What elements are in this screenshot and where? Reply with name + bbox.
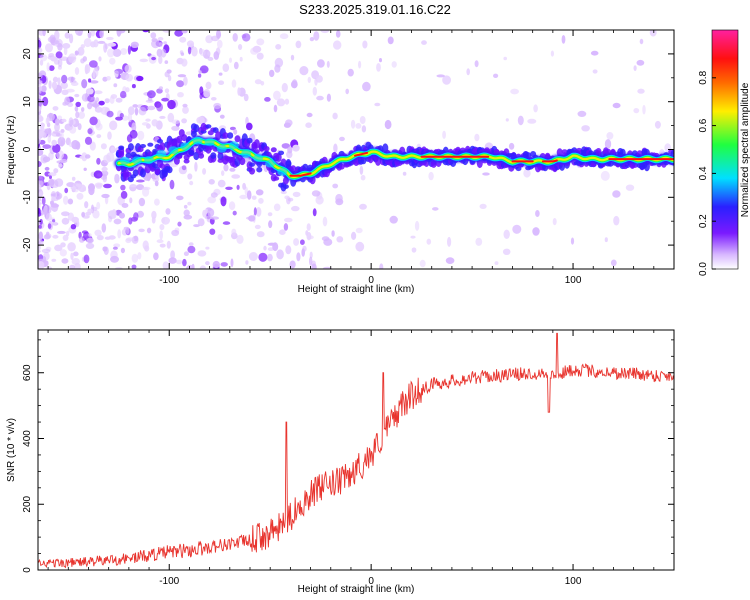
y-tick-label: -20 <box>22 237 33 252</box>
colorbar-tick-label: 0.2 <box>698 214 709 228</box>
spectral-noise-speckle <box>38 30 672 269</box>
spectrogram-heatmap <box>38 30 674 269</box>
y-tick-label: 10 <box>22 96 33 108</box>
ridge-peak-segments <box>289 151 674 177</box>
snr-series-line <box>38 332 674 569</box>
snr-ylabel: SNR (10 * v/v) <box>6 418 17 482</box>
x-tick-label: 100 <box>565 576 582 587</box>
x-tick-label: 0 <box>368 576 374 587</box>
y-tick-label: 0 <box>22 567 33 573</box>
colorbar-tick-label: 0.0 <box>698 262 709 276</box>
y-tick-label: 600 <box>22 364 33 381</box>
y-tick-label: 400 <box>22 430 33 447</box>
colorbar-gradient <box>711 29 739 270</box>
y-tick-label: 200 <box>22 495 33 512</box>
x-tick-label: 100 <box>565 275 582 286</box>
snr-plot-area <box>38 332 674 569</box>
snr-xlabel: Height of straight line (km) <box>298 584 415 595</box>
colorbar-tick-label: 0.8 <box>698 70 709 84</box>
spectrogram-ylabel: Frequency (Hz) <box>6 116 17 185</box>
y-tick-label: -10 <box>22 190 33 205</box>
chart-title: S233.2025.319.01.16.C22 <box>299 2 451 17</box>
spectrogram-xlabel: Height of straight line (km) <box>298 284 415 295</box>
y-tick-label: 0 <box>22 146 33 152</box>
snr-panel: -100 0 100 0 200 400 600 Height of straight li… <box>6 329 675 595</box>
colorbar-label: Normalized spectral amplitude <box>740 82 750 217</box>
x-tick-label: 0 <box>368 275 374 286</box>
ridge-blobs <box>119 136 288 176</box>
colorbar: 0.0 0.2 0.4 0.6 0.8 Normalized spectral ampl… <box>698 29 750 276</box>
colorbar-tick-label: 0.4 <box>698 166 709 180</box>
x-tick-label: -100 <box>159 275 179 286</box>
x-tick-label: -100 <box>159 576 179 587</box>
colorbar-tick-label: 0.6 <box>698 118 709 132</box>
y-tick-label: 20 <box>22 48 33 60</box>
snr-frame <box>37 329 675 571</box>
spectral-ridge <box>114 135 674 182</box>
